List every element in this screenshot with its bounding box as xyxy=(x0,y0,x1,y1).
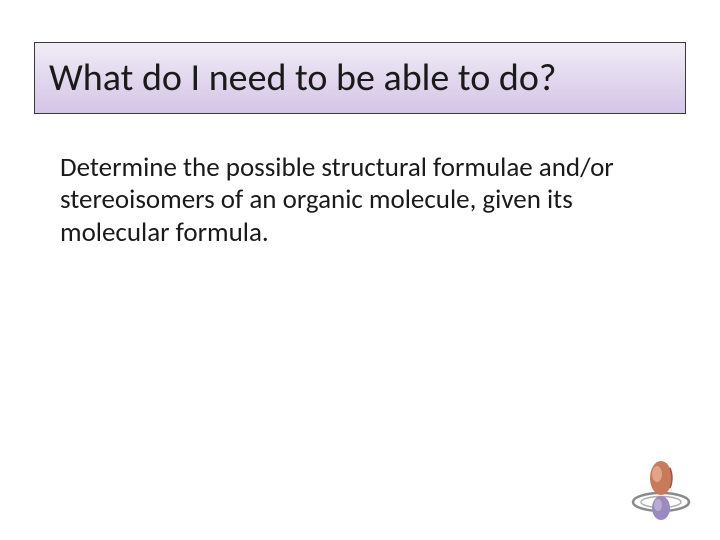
orbital-icon xyxy=(626,458,696,522)
slide-body: Determine the possible structural formul… xyxy=(60,152,660,249)
slide-title: What do I need to be able to do? xyxy=(49,55,556,101)
title-bar: What do I need to be able to do? xyxy=(34,42,686,114)
